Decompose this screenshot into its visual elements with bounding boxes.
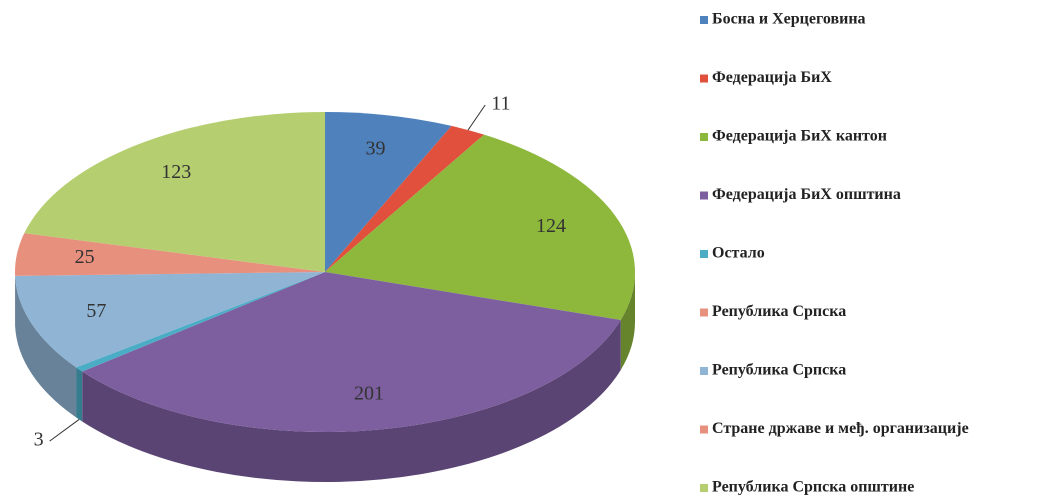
pie-slice [15, 272, 326, 368]
data-label: 25 [75, 246, 95, 268]
legend-swatch [700, 367, 708, 375]
legend-label: Стране државе и међ. организације [712, 420, 969, 437]
legend-label: Република Српска [712, 303, 846, 320]
legend-swatch [700, 74, 708, 83]
legend-label: Федерација БиХ кантон [712, 128, 887, 145]
data-label: 57 [86, 300, 106, 322]
data-label: 124 [536, 215, 566, 237]
data-label: 39 [365, 138, 385, 160]
pie-side [76, 367, 83, 422]
pie-slice [325, 125, 485, 272]
legend-swatch [700, 133, 708, 141]
legend-swatch [700, 16, 708, 24]
data-label: 11 [491, 93, 510, 115]
legend-swatch [700, 308, 708, 317]
pie-slice [76, 272, 325, 372]
legend-label: Федерација БиХ [712, 69, 832, 86]
legend-label: Остало [712, 245, 765, 262]
legend-swatch [700, 425, 708, 434]
pie-slice [24, 111, 325, 272]
pie-side [82, 319, 621, 483]
leader-line [467, 104, 486, 131]
pie-slice [325, 112, 452, 272]
data-label: 3 [34, 429, 44, 451]
legend-swatch [700, 250, 708, 258]
pie-slice [82, 272, 621, 433]
legend-label: Република Српска општине [712, 479, 914, 495]
legend-swatch [700, 484, 708, 492]
pie-slice [325, 134, 635, 320]
legend-label: Република Српска [712, 362, 846, 379]
pie-side [620, 272, 635, 370]
leader-line [49, 419, 80, 442]
legend-label: Федерација БиХ општина [712, 186, 901, 203]
data-label: 123 [161, 161, 191, 183]
pie-side [15, 275, 77, 418]
data-label: 201 [354, 382, 384, 404]
legend-label: Босна и Херцеговина [712, 11, 866, 28]
pie-slice [14, 233, 325, 276]
legend-swatch [700, 191, 708, 200]
